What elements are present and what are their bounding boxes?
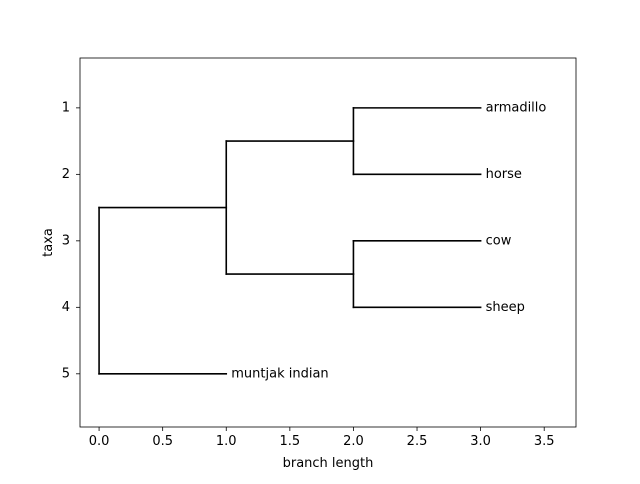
x-axis-label: branch length xyxy=(283,456,374,471)
x-axis: 0.0 0.5 1.0 1.5 2.0 2.5 3.0 3.5 xyxy=(89,427,555,449)
x-tick-label: 0.0 xyxy=(89,434,110,449)
x-tick-label: 3.5 xyxy=(534,434,555,449)
y-tick-label: 4 xyxy=(62,300,70,315)
y-tick-label: 2 xyxy=(62,167,70,182)
x-tick-label: 2.0 xyxy=(343,434,364,449)
y-axis-label: taxa xyxy=(41,228,56,257)
leaf-label-0: armadillo xyxy=(486,100,547,115)
plot-frame xyxy=(79,57,577,428)
y-axis: 1 2 3 4 5 xyxy=(62,100,80,381)
leaf-labels-group: armadillo horse cow sheep muntjak indian xyxy=(231,100,546,381)
x-tick-label: 1.0 xyxy=(216,434,237,449)
x-tick-label: 3.0 xyxy=(470,434,491,449)
branches-group xyxy=(98,107,482,375)
leaf-label-2: cow xyxy=(486,233,512,248)
y-tick-label: 1 xyxy=(62,100,70,115)
x-tick-label: 1.5 xyxy=(280,434,301,449)
x-tick-label: 0.5 xyxy=(152,434,173,449)
x-tick-label: 2.5 xyxy=(407,434,428,449)
leaf-label-1: horse xyxy=(486,167,522,182)
y-tick-label: 3 xyxy=(62,233,70,248)
leaf-label-4: muntjak indian xyxy=(231,366,328,381)
plot-background xyxy=(80,58,576,427)
leaf-label-3: sheep xyxy=(486,300,525,315)
y-tick-label: 5 xyxy=(62,366,70,381)
